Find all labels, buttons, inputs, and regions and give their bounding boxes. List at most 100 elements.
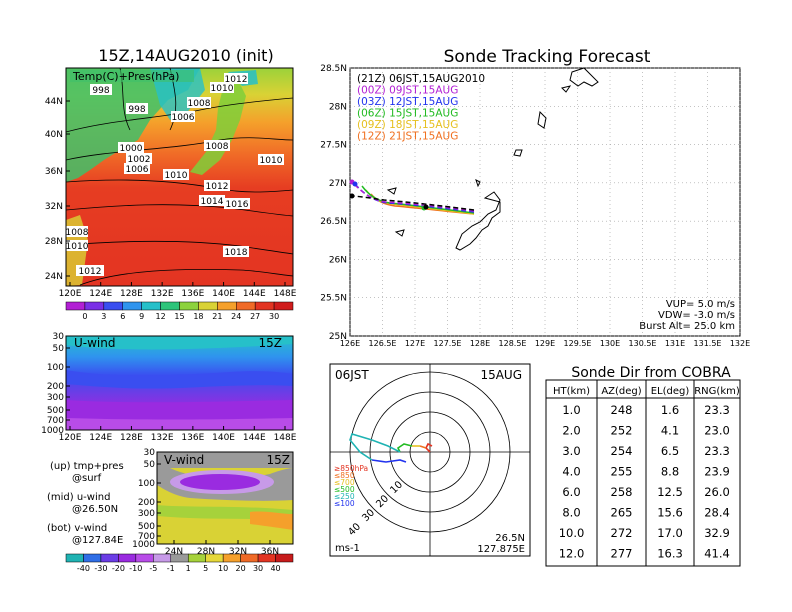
lat-tick-label: 32N (229, 547, 247, 557)
colorbar-label: -1 (167, 564, 175, 573)
colorbar-label: -40 (77, 564, 90, 573)
colorbar-label: 5 (203, 564, 208, 573)
table-cell: 23.3 (704, 403, 730, 417)
pressure-legend-entry: ≤700 (334, 478, 355, 487)
note-line: @127.84E (72, 535, 123, 546)
v-wind-time: 15Z (267, 453, 291, 467)
colorbar-swatch (254, 301, 275, 311)
track-lat-axis: 28.5N 28N 27.5N 27N 26.5N 26N 25.5N 25N (320, 64, 347, 342)
table-cell: 23.0 (704, 424, 730, 438)
table-cell: 6.0 (562, 485, 580, 499)
lat-tick-label: 32N (45, 202, 63, 212)
u-wind-time: 15Z (259, 336, 283, 350)
pressure-tick-label: 300 (138, 509, 155, 519)
lon-tick-label: 148E (274, 289, 297, 299)
table-cell: 10.0 (559, 526, 585, 540)
isobar-label: 1014 (201, 197, 224, 207)
pressure-tick-label: 700 (138, 532, 155, 542)
table-cell: 28.4 (704, 506, 730, 520)
lat-tick-label: 28N (329, 102, 347, 112)
table-cell: 6.5 (661, 444, 679, 458)
colorbar-label: 10 (218, 564, 228, 573)
pressure-tick-label: 1000 (132, 540, 155, 550)
colorbar-label: 30 (253, 564, 263, 573)
isobar-label: 1010 (211, 84, 234, 94)
map-title: 15Z,14AUG2010 (init) (98, 46, 273, 65)
colorbar-swatch (83, 553, 102, 563)
colorbar-swatch (205, 553, 224, 563)
lon-tick-label: 128E (120, 433, 143, 443)
isobar-label: 1010 (66, 242, 89, 252)
polar-unit: ms-1 (335, 543, 360, 554)
ascent-rate: VUP= 5.0 m/s (666, 299, 735, 310)
lon-tick-label: 126E (340, 339, 360, 348)
note-line: @26.50N (72, 504, 118, 515)
lat-tick-label: 28N (45, 237, 63, 247)
lat-tick-label: 25N (329, 332, 347, 342)
lon-tick-label: 140E (212, 433, 235, 443)
pressure-legend: ≥850hPa≤850≤700≤500≤250≤100 (334, 464, 368, 508)
isobar-label: 1008 (206, 142, 229, 152)
pressure-tick-label: 100 (47, 363, 64, 373)
colorbar-label: 0 (82, 312, 87, 321)
isobar-label: 1016 (226, 200, 249, 210)
lat-tick-label: 25.5N (320, 294, 347, 304)
colorbar-label: 30 (269, 312, 279, 321)
lon-tick-label: 144E (243, 289, 266, 299)
colorbar-swatch (153, 553, 172, 563)
track-legend-entry: (03Z) 12JST,15AUG (357, 96, 458, 108)
table-frame (545, 379, 741, 567)
track-legend-entry: (12Z) 21JST,15AUG (357, 131, 458, 143)
lon-tick-label: 120E (59, 289, 82, 299)
sonde-tracks (349, 181, 475, 215)
colorbar-swatch (240, 553, 259, 563)
note-line: (bot) v-wind (47, 523, 107, 534)
lon-tick-label: 144E (243, 433, 266, 443)
table-cell: 252 (611, 424, 633, 438)
temperature-colorbar: 0 3 6 9 12 15 18 21 24 27 30 (65, 301, 294, 321)
polar-lat: 26.5N (495, 533, 525, 544)
temperature-map: 998 1012 1010 998 1008 1006 1000 1002 10… (65, 67, 294, 287)
table-cell: 265 (611, 506, 633, 520)
lon-tick-label: 132E (151, 289, 174, 299)
pressure-tick-label: 500 (138, 522, 155, 532)
track-title: Sonde Tracking Forecast (444, 47, 651, 67)
colorbar-swatch (84, 301, 105, 311)
table-cell: 8.8 (661, 465, 679, 479)
table-cell: 12.5 (657, 485, 683, 499)
table-title: Sonde Dir from COBRA (571, 365, 731, 381)
isobar-label: 1010 (260, 156, 283, 166)
polar-lon: 127.875E (477, 544, 525, 555)
map-lat-axis: 44N 40N 36N 32N 28N 24N (45, 97, 70, 282)
track-endpoints (349, 179, 429, 211)
table-cell: 23.3 (704, 444, 730, 458)
lon-tick-label: 127E (405, 339, 425, 348)
lon-tick-label: 128E (120, 289, 143, 299)
table-cell: 16.3 (657, 547, 683, 561)
colorbar-label: 18 (193, 312, 203, 321)
track-info: VUP= 5.0 m/s VDW= -3.0 m/s Burst Alt= 25… (639, 299, 735, 332)
pressure-tick-label: 300 (47, 393, 64, 403)
colorbar-swatch (198, 301, 218, 311)
isobar-label: 1012 (206, 182, 229, 192)
isobar-label: 1018 (225, 248, 248, 258)
lon-tick-label: 128.5E (499, 339, 527, 348)
pressure-tick-label: 500 (47, 406, 64, 416)
track-00z (351, 181, 475, 212)
table-cell: 255 (611, 465, 633, 479)
track-lon-axis: 126E 126.5E 127E 127.5E 128E 128.5E 129E 129.5E… (340, 339, 750, 348)
hodograph (349, 433, 433, 463)
colorbar-swatch (222, 553, 241, 563)
track-21z (349, 195, 475, 211)
colorbar-label: 21 (212, 312, 222, 321)
track-legend-entry: (00Z) 09JST,15AUG (357, 85, 458, 97)
isobar-label: 998 (128, 105, 145, 115)
isobar-label: 1000 (120, 144, 143, 154)
colorbar-label: -20 (112, 564, 125, 573)
isobar-label: 1002 (128, 155, 151, 165)
table-cell: 32.9 (704, 526, 730, 540)
table-cell: 1.0 (562, 403, 580, 417)
